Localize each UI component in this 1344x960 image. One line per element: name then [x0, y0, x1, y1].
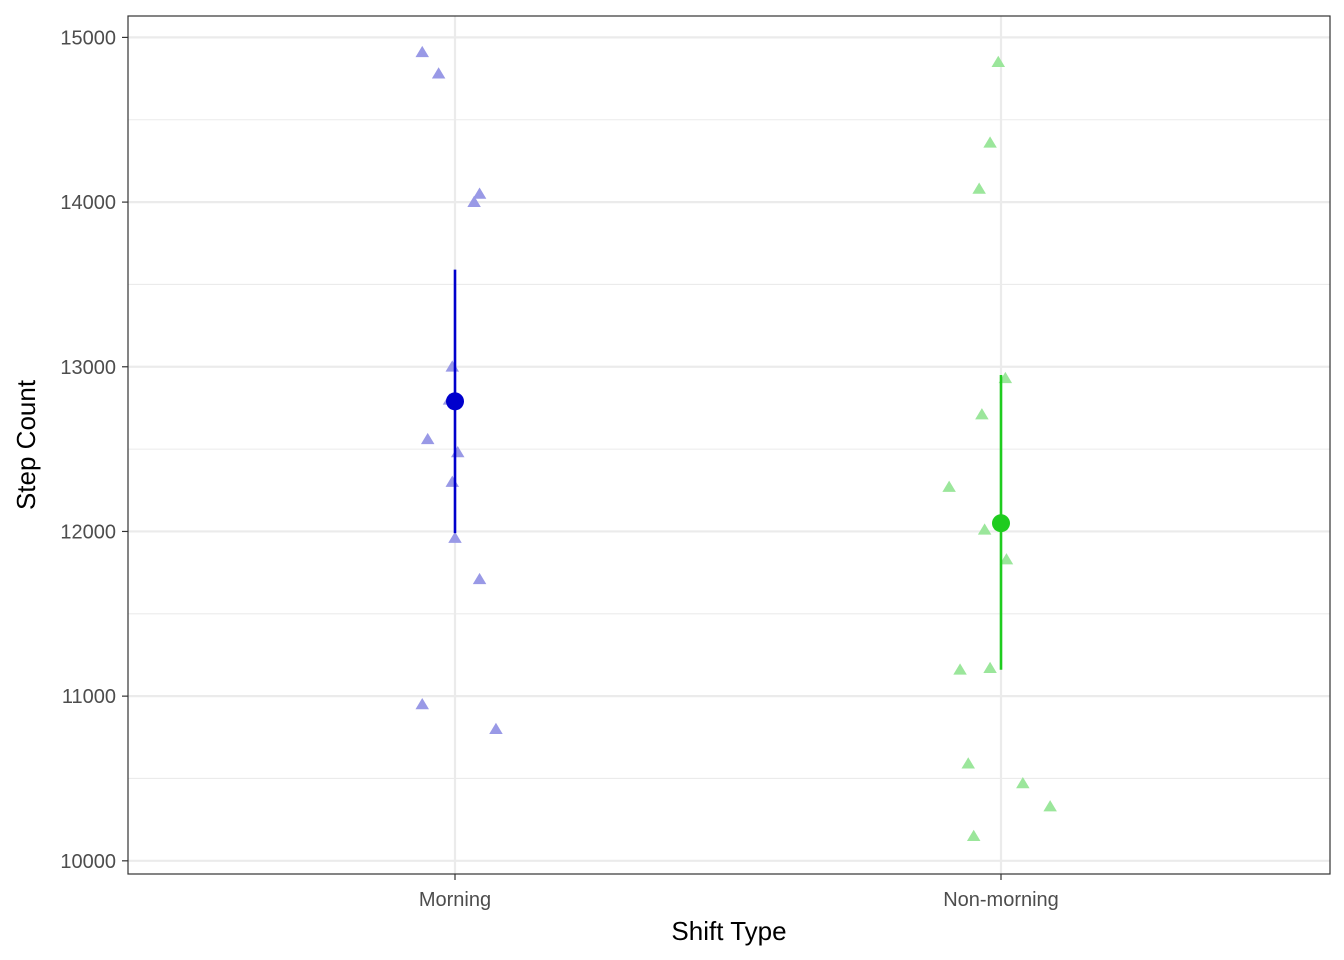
mean-point — [446, 392, 464, 411]
data-points — [415, 45, 1057, 841]
x-tick-label: Non-morning — [943, 889, 1059, 911]
data-point-triangle — [472, 572, 487, 585]
data-point-triangle — [972, 182, 986, 194]
data-point-triangle — [1016, 777, 1030, 789]
y-tick-label: 10000 — [60, 851, 116, 873]
y-tick-label: 12000 — [60, 521, 116, 543]
axis-ticks — [122, 36, 1002, 880]
x-tick-label: Morning — [419, 889, 491, 911]
summary-intervals — [446, 269, 1010, 670]
y-tick-label: 13000 — [60, 357, 116, 379]
data-point-triangle — [999, 553, 1014, 565]
data-point-triangle — [991, 55, 1006, 67]
panel-border — [127, 15, 1331, 875]
data-point-triangle — [415, 45, 429, 58]
data-point-triangle — [983, 136, 997, 148]
x-tick-labels: Morning Non-morning — [419, 889, 1059, 911]
mean-point — [992, 514, 1010, 533]
data-point-triangle — [431, 67, 446, 79]
data-point-triangle — [472, 187, 487, 199]
data-point-triangle — [1043, 800, 1057, 812]
y-tick-label: 15000 — [60, 27, 116, 49]
data-point-triangle — [415, 698, 429, 710]
data-point-triangle — [977, 523, 992, 535]
data-point-triangle — [975, 408, 989, 420]
y-tick-label: 11000 — [62, 686, 116, 708]
grid-minor — [128, 119, 1330, 780]
data-point-triangle — [961, 757, 975, 769]
data-point-triangle — [467, 195, 481, 207]
y-tick-label: 14000 — [60, 192, 116, 214]
data-point-triangle — [983, 661, 997, 674]
data-point-triangle — [489, 722, 503, 734]
x-axis-title: Shift Type — [671, 916, 786, 946]
y-tick-labels: 10000 11000 12000 13000 14000 15000 — [60, 27, 116, 872]
data-point-triangle — [953, 663, 967, 675]
data-point-triangle — [966, 829, 981, 841]
panel-background — [128, 16, 1330, 874]
y-axis-title: Step Count — [11, 379, 41, 510]
data-point-triangle — [942, 480, 956, 492]
data-point-triangle — [448, 531, 462, 543]
data-point-triangle — [420, 432, 435, 445]
